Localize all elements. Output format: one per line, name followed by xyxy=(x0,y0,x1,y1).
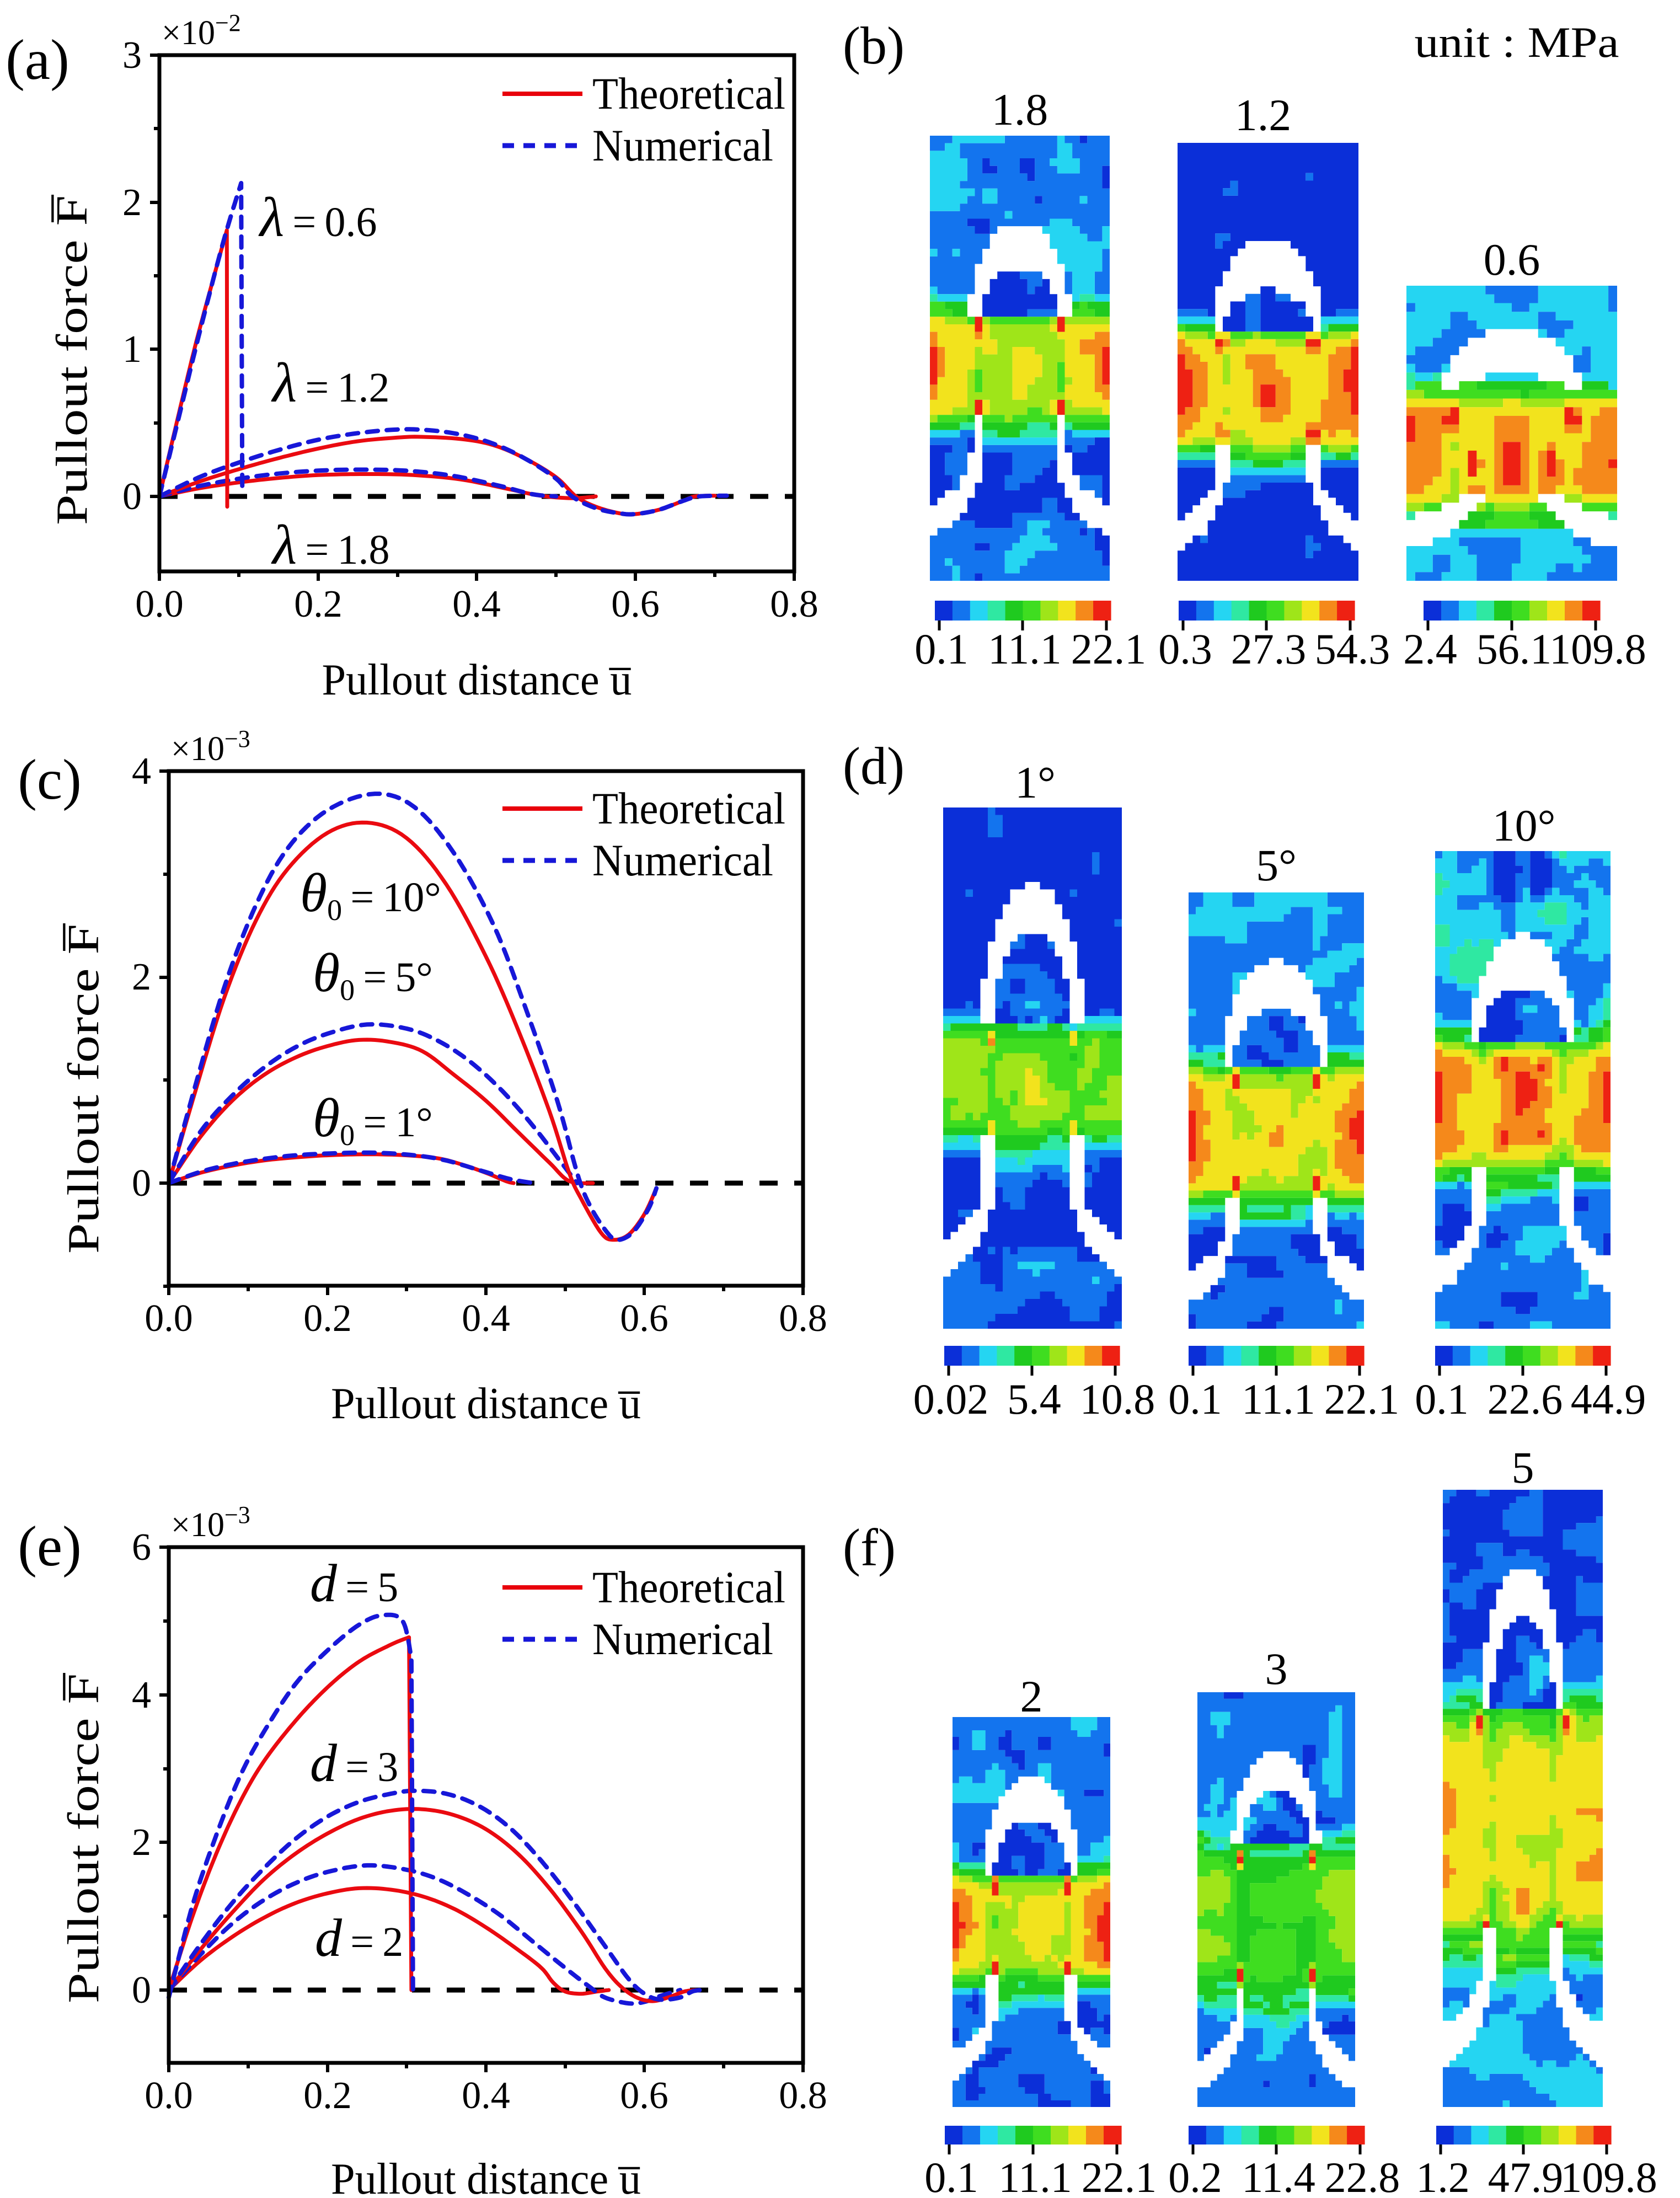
svg-text:0.0: 0.0 xyxy=(135,583,184,625)
svg-text:(b): (b) xyxy=(843,16,905,75)
svg-text:109.8: 109.8 xyxy=(1549,625,1646,673)
svg-text:6: 6 xyxy=(132,1526,151,1569)
svg-text:0.4: 0.4 xyxy=(462,2074,510,2117)
svg-text:1.8: 1.8 xyxy=(992,84,1048,135)
svg-text:0.6: 0.6 xyxy=(611,583,660,625)
svg-text:θ0 = 5°: θ0 = 5° xyxy=(313,942,433,1007)
svg-text:(e): (e) xyxy=(18,1515,81,1578)
svg-text:1.2: 1.2 xyxy=(1235,90,1292,140)
svg-text:Pullout force F̅: Pullout force F̅ xyxy=(48,194,97,525)
svg-text:0: 0 xyxy=(132,1162,151,1205)
svg-text:(a): (a) xyxy=(6,28,69,92)
svg-text:(d): (d) xyxy=(843,736,905,795)
svg-text:47.9: 47.9 xyxy=(1488,2153,1564,2195)
svg-text:0.0: 0.0 xyxy=(145,1297,193,1340)
svg-text:0.02: 0.02 xyxy=(913,1375,989,1423)
svg-text:Theoretical: Theoretical xyxy=(592,783,785,833)
svg-text:11.1: 11.1 xyxy=(998,2153,1072,2195)
svg-text:Pullout force F̅: Pullout force F̅ xyxy=(60,1672,108,2003)
svg-text:0: 0 xyxy=(122,475,142,518)
svg-text:11.1: 11.1 xyxy=(988,625,1062,673)
svg-text:Numerical: Numerical xyxy=(592,120,773,170)
svg-text:(c): (c) xyxy=(18,748,81,811)
svg-text:11.4: 11.4 xyxy=(1242,2153,1315,2195)
svg-text:4: 4 xyxy=(132,750,151,793)
svg-text:Theoretical: Theoretical xyxy=(592,1562,785,1612)
svg-text:Theoretical: Theoretical xyxy=(592,68,785,119)
svg-text:22.1: 22.1 xyxy=(1071,625,1147,673)
svg-text:0.6: 0.6 xyxy=(620,2074,668,2117)
svg-text:0.4: 0.4 xyxy=(452,583,501,625)
svg-text:1: 1 xyxy=(122,328,142,371)
svg-text:3: 3 xyxy=(1265,1644,1288,1694)
svg-text:d = 5: d = 5 xyxy=(310,1554,398,1613)
svg-text:3: 3 xyxy=(122,34,142,77)
svg-text:109.8: 109.8 xyxy=(1560,2153,1657,2195)
svg-text:5.4: 5.4 xyxy=(1007,1375,1061,1423)
svg-text:2: 2 xyxy=(132,1821,151,1864)
svg-text:54.3: 54.3 xyxy=(1315,625,1390,673)
svg-text:5: 5 xyxy=(1512,1442,1534,1493)
svg-text:27.3: 27.3 xyxy=(1231,625,1307,673)
svg-text:Pullout distance u̅: Pullout distance u̅ xyxy=(322,656,632,704)
svg-text:10.8: 10.8 xyxy=(1080,1375,1155,1423)
svg-text:0.8: 0.8 xyxy=(770,583,818,625)
svg-text:0.1: 0.1 xyxy=(1168,1375,1222,1423)
svg-text:0.0: 0.0 xyxy=(145,2074,193,2117)
svg-text:θ0 = 1°: θ0 = 1° xyxy=(313,1087,433,1152)
svg-text:0.2: 0.2 xyxy=(1168,2153,1222,2195)
svg-text:1.2: 1.2 xyxy=(1416,2153,1470,2195)
svg-text:0.1: 0.1 xyxy=(914,625,969,673)
svg-text:2: 2 xyxy=(1020,1671,1043,1721)
svg-text:2: 2 xyxy=(132,956,151,998)
svg-text:0.6: 0.6 xyxy=(620,1297,668,1340)
svg-text:11.1: 11.1 xyxy=(1242,1375,1315,1423)
svg-text:0.4: 0.4 xyxy=(462,1297,510,1340)
svg-text:1°: 1° xyxy=(1015,757,1056,807)
svg-text:unit : MPa: unit : MPa xyxy=(1415,18,1619,66)
svg-text:0.1: 0.1 xyxy=(1415,1375,1469,1423)
svg-text:0: 0 xyxy=(132,1969,151,2012)
svg-text:22.1: 22.1 xyxy=(1082,2153,1157,2195)
svg-text:Numerical: Numerical xyxy=(592,1614,773,1664)
svg-text:44.9: 44.9 xyxy=(1571,1375,1646,1423)
svg-text:56.1: 56.1 xyxy=(1476,625,1552,673)
svg-text:Pullout distance u̅: Pullout distance u̅ xyxy=(331,2155,641,2195)
svg-text:22.8: 22.8 xyxy=(1325,2153,1400,2195)
svg-text:22.1: 22.1 xyxy=(1324,1375,1400,1423)
svg-text:0.3: 0.3 xyxy=(1158,625,1212,673)
svg-text:4: 4 xyxy=(132,1674,151,1716)
svg-text:0.2: 0.2 xyxy=(303,2074,352,2117)
svg-text:θ0 = 10°: θ0 = 10° xyxy=(300,862,441,927)
svg-text:0.8: 0.8 xyxy=(779,2074,827,2117)
svg-text:0.2: 0.2 xyxy=(294,583,343,625)
svg-text:Numerical: Numerical xyxy=(592,835,773,885)
svg-text:2.4: 2.4 xyxy=(1403,625,1457,673)
svg-text:5°: 5° xyxy=(1256,840,1297,890)
svg-text:0.1: 0.1 xyxy=(924,2153,978,2195)
svg-text:Pullout distance u̅: Pullout distance u̅ xyxy=(331,1379,641,1428)
svg-text:0.8: 0.8 xyxy=(779,1297,827,1340)
svg-text:2: 2 xyxy=(122,181,142,224)
svg-text:22.6: 22.6 xyxy=(1488,1375,1563,1423)
svg-text:0.6: 0.6 xyxy=(1484,234,1540,285)
svg-text:(f): (f) xyxy=(843,1518,896,1577)
svg-text:0.2: 0.2 xyxy=(303,1297,352,1340)
svg-text:Pullout force F̅: Pullout force F̅ xyxy=(60,923,108,1254)
svg-text:10°: 10° xyxy=(1492,800,1556,851)
